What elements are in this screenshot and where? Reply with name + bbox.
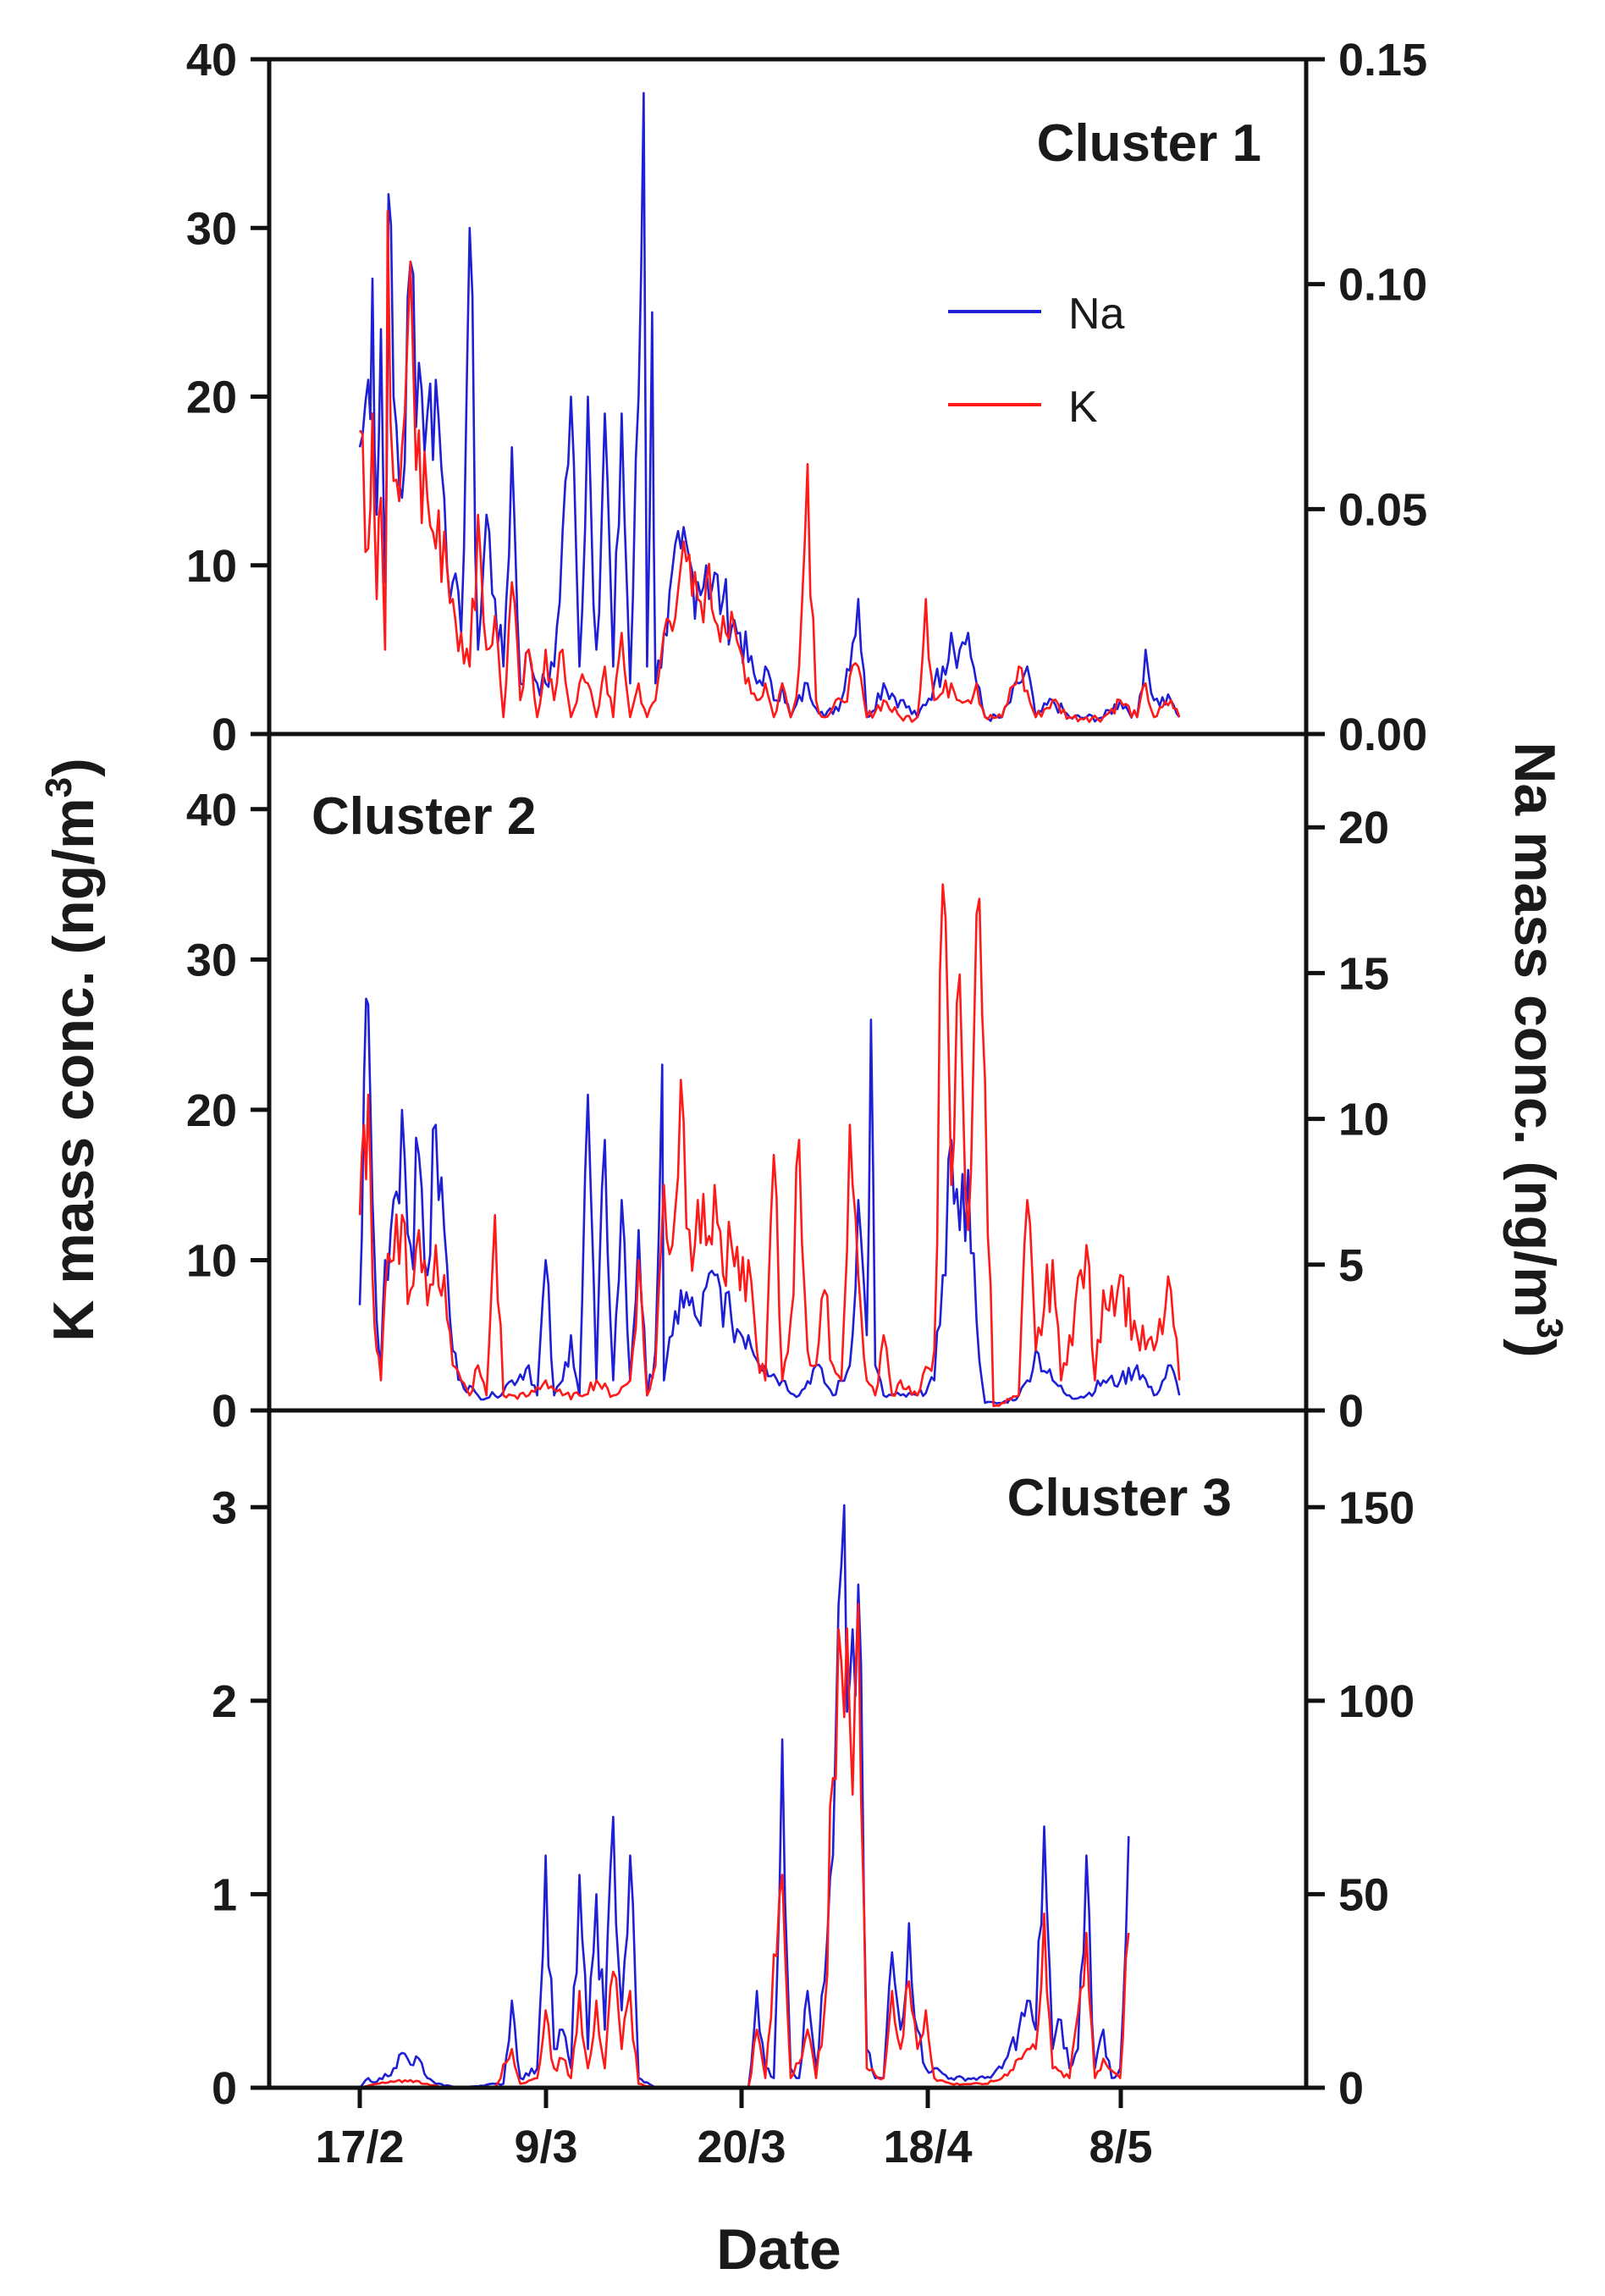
left-tick-label: 0	[212, 2063, 237, 2114]
left-tick-label: 40	[186, 35, 237, 86]
legend-k-label: K	[1068, 383, 1098, 432]
left-tick-label: 10	[186, 541, 237, 592]
left-tick-label: 0	[212, 709, 237, 760]
series-line-na	[358, 997, 1181, 1405]
left-tick-label: 30	[186, 935, 237, 985]
x-tick-label: 8/5	[1089, 2122, 1152, 2172]
right-tick-label: 15	[1338, 948, 1389, 999]
series-line-na	[359, 1504, 1130, 2089]
series-line-na	[358, 91, 1181, 723]
left-tick-label: 2	[212, 1676, 237, 1727]
left-tick-label: 20	[186, 373, 237, 423]
right-y-axis-title: Na mass conc. (ng/m3)	[1503, 742, 1570, 1357]
left-tick-label: 40	[186, 785, 237, 836]
chart-panel-1: 0 10 20 30 40 0.00 0.05 0.10 0.15 Cluster 1	[186, 35, 1427, 760]
right-tick-label: 0.00	[1338, 709, 1427, 760]
right-tick-label: 0	[1338, 1386, 1364, 1437]
right-tick-label: 0.05	[1338, 484, 1427, 535]
left-tick-label: 1	[212, 1869, 237, 1920]
panel-title: Cluster 2	[312, 787, 536, 846]
left-tick-label: 3	[212, 1482, 237, 1533]
right-tick-label: 0.15	[1338, 35, 1427, 86]
left-y-axis-title: K mass conc. (ng/m3)	[38, 758, 106, 1342]
left-tick-label: 20	[186, 1085, 237, 1136]
right-tick-label: 20	[1338, 803, 1389, 853]
right-tick-label: 100	[1338, 1676, 1415, 1727]
right-tick-label: 5	[1338, 1240, 1364, 1291]
series-line-k	[358, 883, 1181, 1407]
right-tick-label: 150	[1338, 1482, 1415, 1533]
x-tick-label: 18/4	[883, 2122, 972, 2172]
chart-panel-2: 0 10 20 30 40 0 5 10 15 20 Cluster 2	[186, 734, 1389, 1437]
panel-title: Cluster 1	[1037, 114, 1261, 173]
series-line-k	[358, 210, 1181, 723]
series-line-k	[359, 1603, 1130, 2089]
x-tick-label: 9/3	[514, 2122, 577, 2172]
x-tick-label: 17/2	[315, 2122, 404, 2172]
left-tick-label: 10	[186, 1235, 237, 1286]
x-axis-title: Date	[716, 2217, 841, 2282]
left-tick-label: 30	[186, 203, 237, 254]
right-tick-label: 10	[1338, 1095, 1389, 1145]
right-tick-label: 0.10	[1338, 260, 1427, 311]
x-tick-label: 20/3	[697, 2122, 786, 2172]
panel-title: Cluster 3	[1007, 1469, 1232, 1527]
right-tick-label: 50	[1338, 1869, 1389, 1920]
legend: Na K	[948, 290, 1125, 432]
left-tick-label: 0	[212, 1386, 237, 1437]
chart-panel-3: 0 1 2 3 0 50 100 150 Cluster 3 17/2 9/3 20/3 18/4 8/5	[212, 1410, 1415, 2172]
legend-na-label: Na	[1068, 290, 1125, 339]
right-tick-label: 0	[1338, 2063, 1364, 2114]
